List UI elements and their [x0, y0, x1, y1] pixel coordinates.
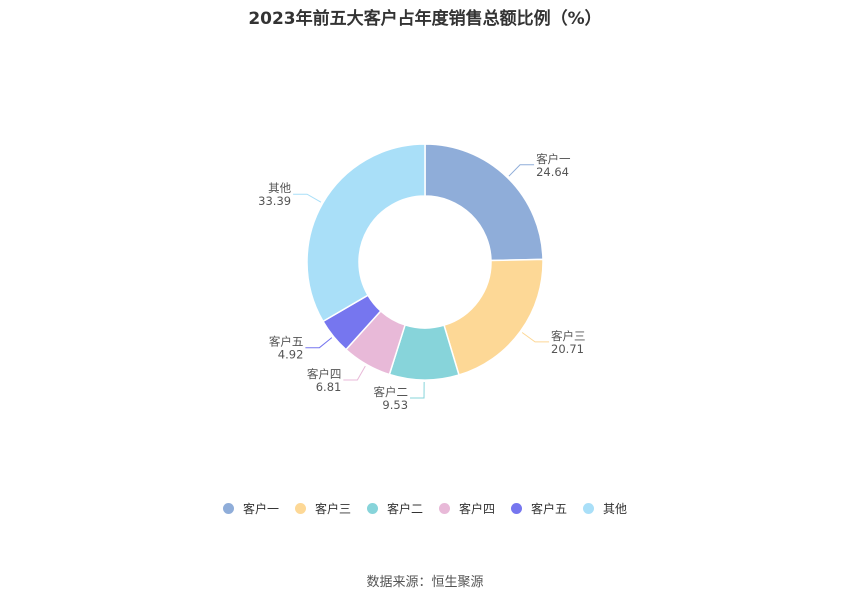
legend-marker-icon: [583, 503, 595, 514]
data-source-note: 数据来源：恒生聚源: [366, 575, 484, 590]
legend-item-3[interactable]: 客户二: [366, 500, 423, 517]
legend-label: 客户一: [242, 502, 279, 516]
slice-6[interactable]: [306, 143, 426, 323]
slice-name-label-6: 其他: [268, 181, 291, 195]
legend-item-5[interactable]: 客户五: [511, 500, 567, 517]
leader-line-5: [305, 337, 333, 349]
legend-label: 客户二: [386, 502, 423, 516]
slice-value-label-5: 4.92: [278, 348, 304, 362]
leader-line-1: [508, 164, 535, 177]
slice-value-label-2: 20.71: [551, 342, 584, 356]
slice-name-label-4: 客户四: [307, 367, 342, 381]
slice-name-label-1: 客户一: [536, 152, 571, 166]
legend-marker-icon: [366, 503, 378, 514]
slice-value-label-6: 33.39: [258, 194, 291, 208]
legend-item-6[interactable]: 其他: [583, 500, 627, 517]
slice-name-label-5: 客户五: [269, 335, 304, 349]
leader-line-6: [293, 193, 322, 203]
legend-item-2[interactable]: 客户三: [294, 500, 351, 517]
leader-line-3: [410, 381, 425, 399]
slice-name-label-2: 客户三: [551, 329, 586, 343]
slice-value-label-3: 9.53: [382, 398, 408, 412]
chart-title: 2023年前五大客户占年度销售总额比例（%）: [248, 9, 602, 29]
leader-line-2: [521, 332, 550, 343]
slice-value-label-1: 24.64: [536, 165, 569, 179]
legend-item-1[interactable]: 客户一: [222, 500, 279, 517]
legend-marker-icon: [294, 503, 306, 514]
legend-marker-icon: [222, 503, 234, 514]
legend-label: 客户五: [531, 502, 568, 516]
slice-2[interactable]: [443, 258, 544, 376]
legend-label: 客户三: [314, 502, 351, 516]
legend-item-4[interactable]: 客户四: [439, 500, 495, 517]
leader-line-4: [343, 365, 366, 381]
legend-marker-icon: [511, 503, 523, 514]
slice-value-label-4: 6.81: [316, 380, 342, 394]
legend-label: 客户四: [459, 502, 496, 516]
slice-1[interactable]: [424, 143, 544, 262]
legend-marker-icon: [439, 503, 450, 514]
chart-legend: 客户一 客户三 客户二 客户四 客户五 其他: [0, 500, 850, 517]
legend-label: 其他: [603, 502, 628, 516]
slice-name-label-3: 客户二: [374, 385, 409, 399]
